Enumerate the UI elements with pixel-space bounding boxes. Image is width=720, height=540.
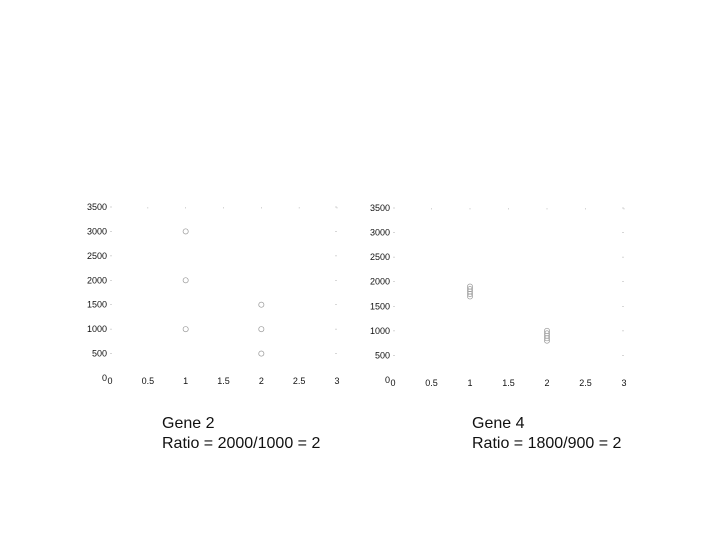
y-tick-label: 2000 bbox=[87, 275, 107, 285]
data-point bbox=[182, 326, 189, 333]
data-point bbox=[258, 301, 265, 308]
data-point bbox=[182, 228, 189, 235]
y-tick-label: 1500 bbox=[87, 300, 107, 310]
x-tick-label: 3 bbox=[334, 376, 339, 386]
x-tick-label: 0.5 bbox=[142, 376, 155, 386]
data-point bbox=[258, 350, 265, 357]
y-tick-label: 3500 bbox=[370, 203, 390, 213]
x-tick-label: 0 bbox=[390, 378, 395, 388]
caption-gene-2-title: Gene 2 bbox=[162, 415, 215, 432]
x-tick-label: 1.5 bbox=[502, 378, 515, 388]
x-tick-label: 0.5 bbox=[425, 378, 438, 388]
x-tick-label: 2 bbox=[259, 376, 264, 386]
y-tick-label: 3000 bbox=[370, 228, 390, 238]
scatter-plot-gene-4-svg: 0 500 1000 1500 2000 2500 3000 3500 0 0.5 1 1.5 2 2.5… bbox=[370, 203, 627, 388]
x-tick-label: 2.5 bbox=[579, 378, 592, 388]
data-point bbox=[544, 335, 550, 342]
y-tick-label: 1500 bbox=[370, 301, 390, 311]
caption-gene-2-ratio: Ratio = 2000/1000 = 2 bbox=[162, 435, 321, 452]
y-tick-label: 1000 bbox=[87, 324, 107, 334]
data-point bbox=[182, 277, 189, 284]
y-tick-label: 500 bbox=[92, 349, 107, 359]
data-point bbox=[467, 291, 473, 297]
y-tick-label: 1000 bbox=[370, 326, 390, 336]
x-tick-label: 1 bbox=[467, 378, 472, 388]
x-tick-label: 1.5 bbox=[217, 376, 230, 386]
x-tick-label: 2.5 bbox=[293, 376, 306, 386]
caption-gene-4-ratio: Ratio = 1800/900 = 2 bbox=[472, 435, 622, 452]
x-tick-label: 0 bbox=[107, 376, 112, 386]
y-tick-label: 0 bbox=[102, 373, 107, 383]
y-tick-label: 0 bbox=[385, 375, 390, 385]
data-point bbox=[467, 293, 473, 300]
data-point bbox=[544, 337, 550, 344]
scatter-plot-gene-4: 0 500 1000 1500 2000 2500 3000 3500 0 0.5 1 1.5 2 2.5… bbox=[365, 195, 655, 395]
y-tick-label: 2500 bbox=[87, 251, 107, 261]
scatter-plot-gene-2: 0 500 1000 1500 2000 2500 3000 3500 0 0.5 1 1.5 2 2.5… bbox=[80, 195, 370, 395]
data-point bbox=[258, 326, 265, 333]
caption-gene-4-title: Gene 4 bbox=[472, 415, 525, 432]
y-tick-label: 3000 bbox=[87, 226, 107, 236]
x-tick-label: 1 bbox=[183, 376, 188, 386]
x-tick-label: 3 bbox=[621, 378, 626, 388]
y-tick-label: 3500 bbox=[87, 202, 107, 212]
caption-gene-4: Gene 4 Ratio = 1800/900 = 2 bbox=[472, 414, 621, 454]
y-tick-label: 500 bbox=[375, 350, 390, 360]
caption-gene-2: Gene 2 Ratio = 2000/1000 = 2 bbox=[162, 414, 320, 454]
scatter-plot-gene-2-svg: 0 500 1000 1500 2000 2500 3000 3500 0 0.5 1 1.5 2 2.5… bbox=[87, 202, 340, 386]
x-tick-label: 2 bbox=[544, 378, 549, 388]
y-tick-label: 2000 bbox=[370, 277, 390, 287]
y-tick-label: 2500 bbox=[370, 252, 390, 262]
